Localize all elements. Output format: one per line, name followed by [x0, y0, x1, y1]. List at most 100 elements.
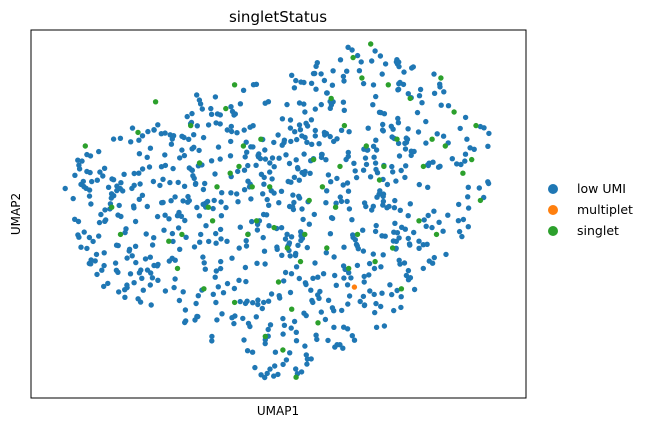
- point-low-umi: [151, 262, 157, 269]
- point-low-umi: [243, 243, 250, 249]
- point-low-umi: [190, 173, 196, 179]
- point-singlet: [231, 82, 238, 88]
- point-low-umi: [100, 173, 106, 179]
- point-low-umi: [416, 93, 423, 99]
- point-low-umi: [291, 85, 298, 91]
- point-singlet: [310, 156, 317, 163]
- point-low-umi: [148, 302, 154, 308]
- point-low-umi: [228, 138, 234, 145]
- point-low-umi: [139, 275, 145, 281]
- point-low-umi: [456, 228, 463, 235]
- point-low-umi: [244, 298, 250, 304]
- point-multiplet: [351, 284, 358, 290]
- point-low-umi: [295, 242, 301, 248]
- point-low-umi: [84, 245, 90, 252]
- point-low-umi: [395, 86, 402, 93]
- point-low-umi: [345, 44, 351, 50]
- point-low-umi: [101, 165, 108, 171]
- point-low-umi: [234, 191, 240, 197]
- point-low-umi: [224, 238, 230, 244]
- point-low-umi: [110, 177, 117, 183]
- point-low-umi: [249, 349, 256, 355]
- point-low-umi: [144, 203, 150, 210]
- point-low-umi: [373, 300, 379, 307]
- point-low-umi: [293, 329, 299, 335]
- point-low-umi: [407, 242, 413, 248]
- legend-marker: [548, 205, 558, 215]
- point-low-umi: [352, 168, 358, 174]
- point-low-umi: [196, 147, 202, 154]
- point-low-umi: [186, 136, 192, 142]
- point-low-umi: [218, 213, 225, 219]
- point-low-umi: [308, 287, 314, 293]
- point-low-umi: [344, 68, 350, 74]
- point-low-umi: [130, 203, 137, 209]
- point-low-umi: [378, 303, 384, 310]
- point-low-umi: [329, 305, 336, 311]
- point-low-umi: [157, 182, 163, 189]
- point-low-umi: [431, 71, 437, 77]
- point-low-umi: [377, 53, 384, 59]
- point-low-umi: [291, 174, 298, 180]
- point-low-umi: [229, 255, 235, 261]
- point-low-umi: [252, 364, 258, 371]
- point-low-umi: [440, 133, 447, 139]
- point-singlet: [82, 143, 89, 149]
- point-low-umi: [181, 183, 188, 189]
- point-low-umi: [214, 111, 221, 117]
- point-low-umi: [367, 288, 373, 294]
- point-singlet: [297, 258, 304, 265]
- point-low-umi: [396, 153, 403, 159]
- point-low-umi: [349, 217, 355, 223]
- point-low-umi: [341, 244, 347, 250]
- point-singlet: [174, 265, 181, 272]
- point-singlet: [381, 163, 387, 170]
- point-low-umi: [313, 86, 319, 92]
- point-low-umi: [339, 307, 345, 314]
- point-low-umi: [149, 242, 156, 248]
- point-low-umi: [365, 125, 371, 131]
- point-low-umi: [89, 178, 95, 185]
- point-low-umi: [380, 191, 387, 197]
- point-low-umi: [262, 261, 268, 267]
- point-low-umi: [321, 77, 328, 84]
- point-low-umi: [269, 176, 275, 182]
- point-low-umi: [262, 100, 268, 106]
- point-low-umi: [293, 366, 299, 372]
- point-low-umi: [127, 271, 134, 277]
- point-singlet: [328, 95, 334, 102]
- point-low-umi: [110, 136, 117, 142]
- point-low-umi: [392, 220, 398, 226]
- point-singlet: [196, 160, 203, 166]
- point-low-umi: [176, 209, 182, 216]
- point-low-umi: [236, 277, 242, 283]
- point-low-umi: [379, 127, 386, 133]
- point-low-umi: [213, 120, 219, 126]
- point-low-umi: [431, 208, 437, 214]
- point-low-umi: [316, 295, 322, 301]
- point-low-umi: [379, 233, 385, 239]
- point-low-umi: [414, 109, 421, 116]
- point-low-umi: [76, 234, 82, 240]
- point-singlet: [135, 129, 141, 136]
- point-low-umi: [322, 132, 328, 138]
- point-low-umi: [263, 212, 270, 218]
- point-low-umi: [158, 131, 164, 137]
- point-low-umi: [192, 317, 198, 323]
- point-low-umi: [462, 151, 469, 157]
- point-low-umi: [360, 167, 367, 173]
- point-singlet: [188, 122, 194, 129]
- point-low-umi: [214, 317, 220, 323]
- point-low-umi: [366, 260, 373, 267]
- point-low-umi: [219, 190, 225, 196]
- point-low-umi: [254, 227, 261, 233]
- point-singlet: [284, 245, 290, 251]
- point-low-umi: [291, 199, 297, 206]
- point-low-umi: [467, 145, 473, 151]
- point-low-umi: [402, 146, 409, 152]
- point-low-umi: [168, 198, 174, 204]
- point-low-umi: [219, 311, 225, 317]
- point-low-umi: [458, 161, 464, 168]
- point-low-umi: [162, 152, 168, 158]
- point-low-umi: [394, 230, 401, 236]
